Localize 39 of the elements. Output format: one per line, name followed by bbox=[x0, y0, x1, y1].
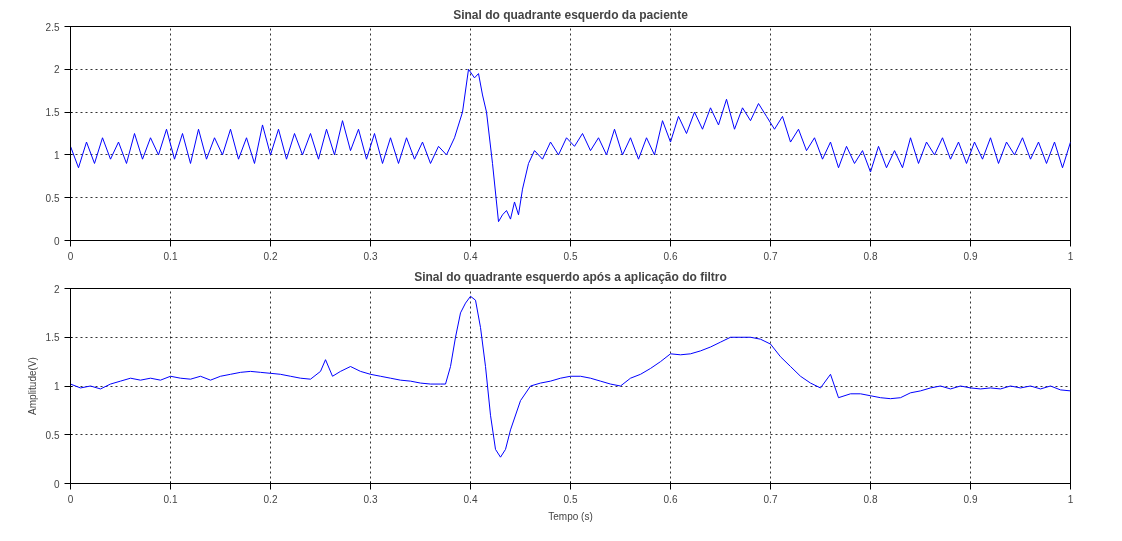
line-series bbox=[70, 295, 1071, 458]
x-tick-label: 0.4 bbox=[463, 493, 478, 505]
x-tick-label: 0.5 bbox=[563, 250, 578, 262]
x-tick-label: 0.8 bbox=[863, 250, 878, 262]
y-tick-label: 1.5 bbox=[45, 107, 60, 119]
x-tick-label: 0.6 bbox=[663, 250, 678, 262]
y-tick-label: 2.5 bbox=[45, 21, 60, 33]
chart-title: Sinal do quadrante esquerdo após a aplicação do filtro bbox=[414, 269, 727, 284]
x-axis-title: Tempo (s) bbox=[548, 510, 593, 522]
y-tick-label: 2 bbox=[53, 64, 60, 76]
x-tick-label: 0.2 bbox=[263, 493, 278, 505]
x-tick-label: 0.3 bbox=[363, 493, 378, 505]
y-axis-title: Amplitude(V) bbox=[26, 357, 38, 415]
y-tick-label: 1.5 bbox=[45, 332, 60, 344]
x-tick-label: 0.9 bbox=[963, 250, 978, 262]
x-tick-label: 0.1 bbox=[163, 493, 178, 505]
y-tick-label: 1 bbox=[53, 149, 60, 161]
x-tick-label: 0.3 bbox=[363, 250, 378, 262]
x-tick-label: 0.4 bbox=[463, 250, 478, 262]
x-tick-label: 0.8 bbox=[863, 493, 878, 505]
chart-title: Sinal do quadrante esquerdo da paciente bbox=[453, 7, 689, 22]
y-tick-label: 2 bbox=[53, 283, 60, 295]
x-tick-label: 0.1 bbox=[163, 250, 178, 262]
y-tick-label: 0.5 bbox=[45, 192, 60, 204]
x-tick-label: 0.6 bbox=[663, 493, 678, 505]
x-tick-label: 0.7 bbox=[763, 493, 778, 505]
y-tick-label: 0.5 bbox=[45, 429, 60, 441]
x-tick-label: 0.2 bbox=[263, 250, 278, 262]
y-tick-label: 0 bbox=[53, 235, 60, 247]
x-tick-label: 0 bbox=[67, 493, 74, 505]
x-tick-label: 1 bbox=[1067, 493, 1074, 505]
x-tick-label: 0.9 bbox=[963, 493, 978, 505]
x-tick-label: 0.7 bbox=[763, 250, 778, 262]
x-tick-label: 1 bbox=[1067, 250, 1074, 262]
line-series bbox=[70, 68, 1071, 223]
y-tick-label: 1 bbox=[53, 381, 60, 392]
y-tick-label: 0 bbox=[53, 478, 60, 490]
x-tick-label: 0.5 bbox=[563, 493, 578, 505]
x-tick-label: 0 bbox=[67, 250, 74, 262]
